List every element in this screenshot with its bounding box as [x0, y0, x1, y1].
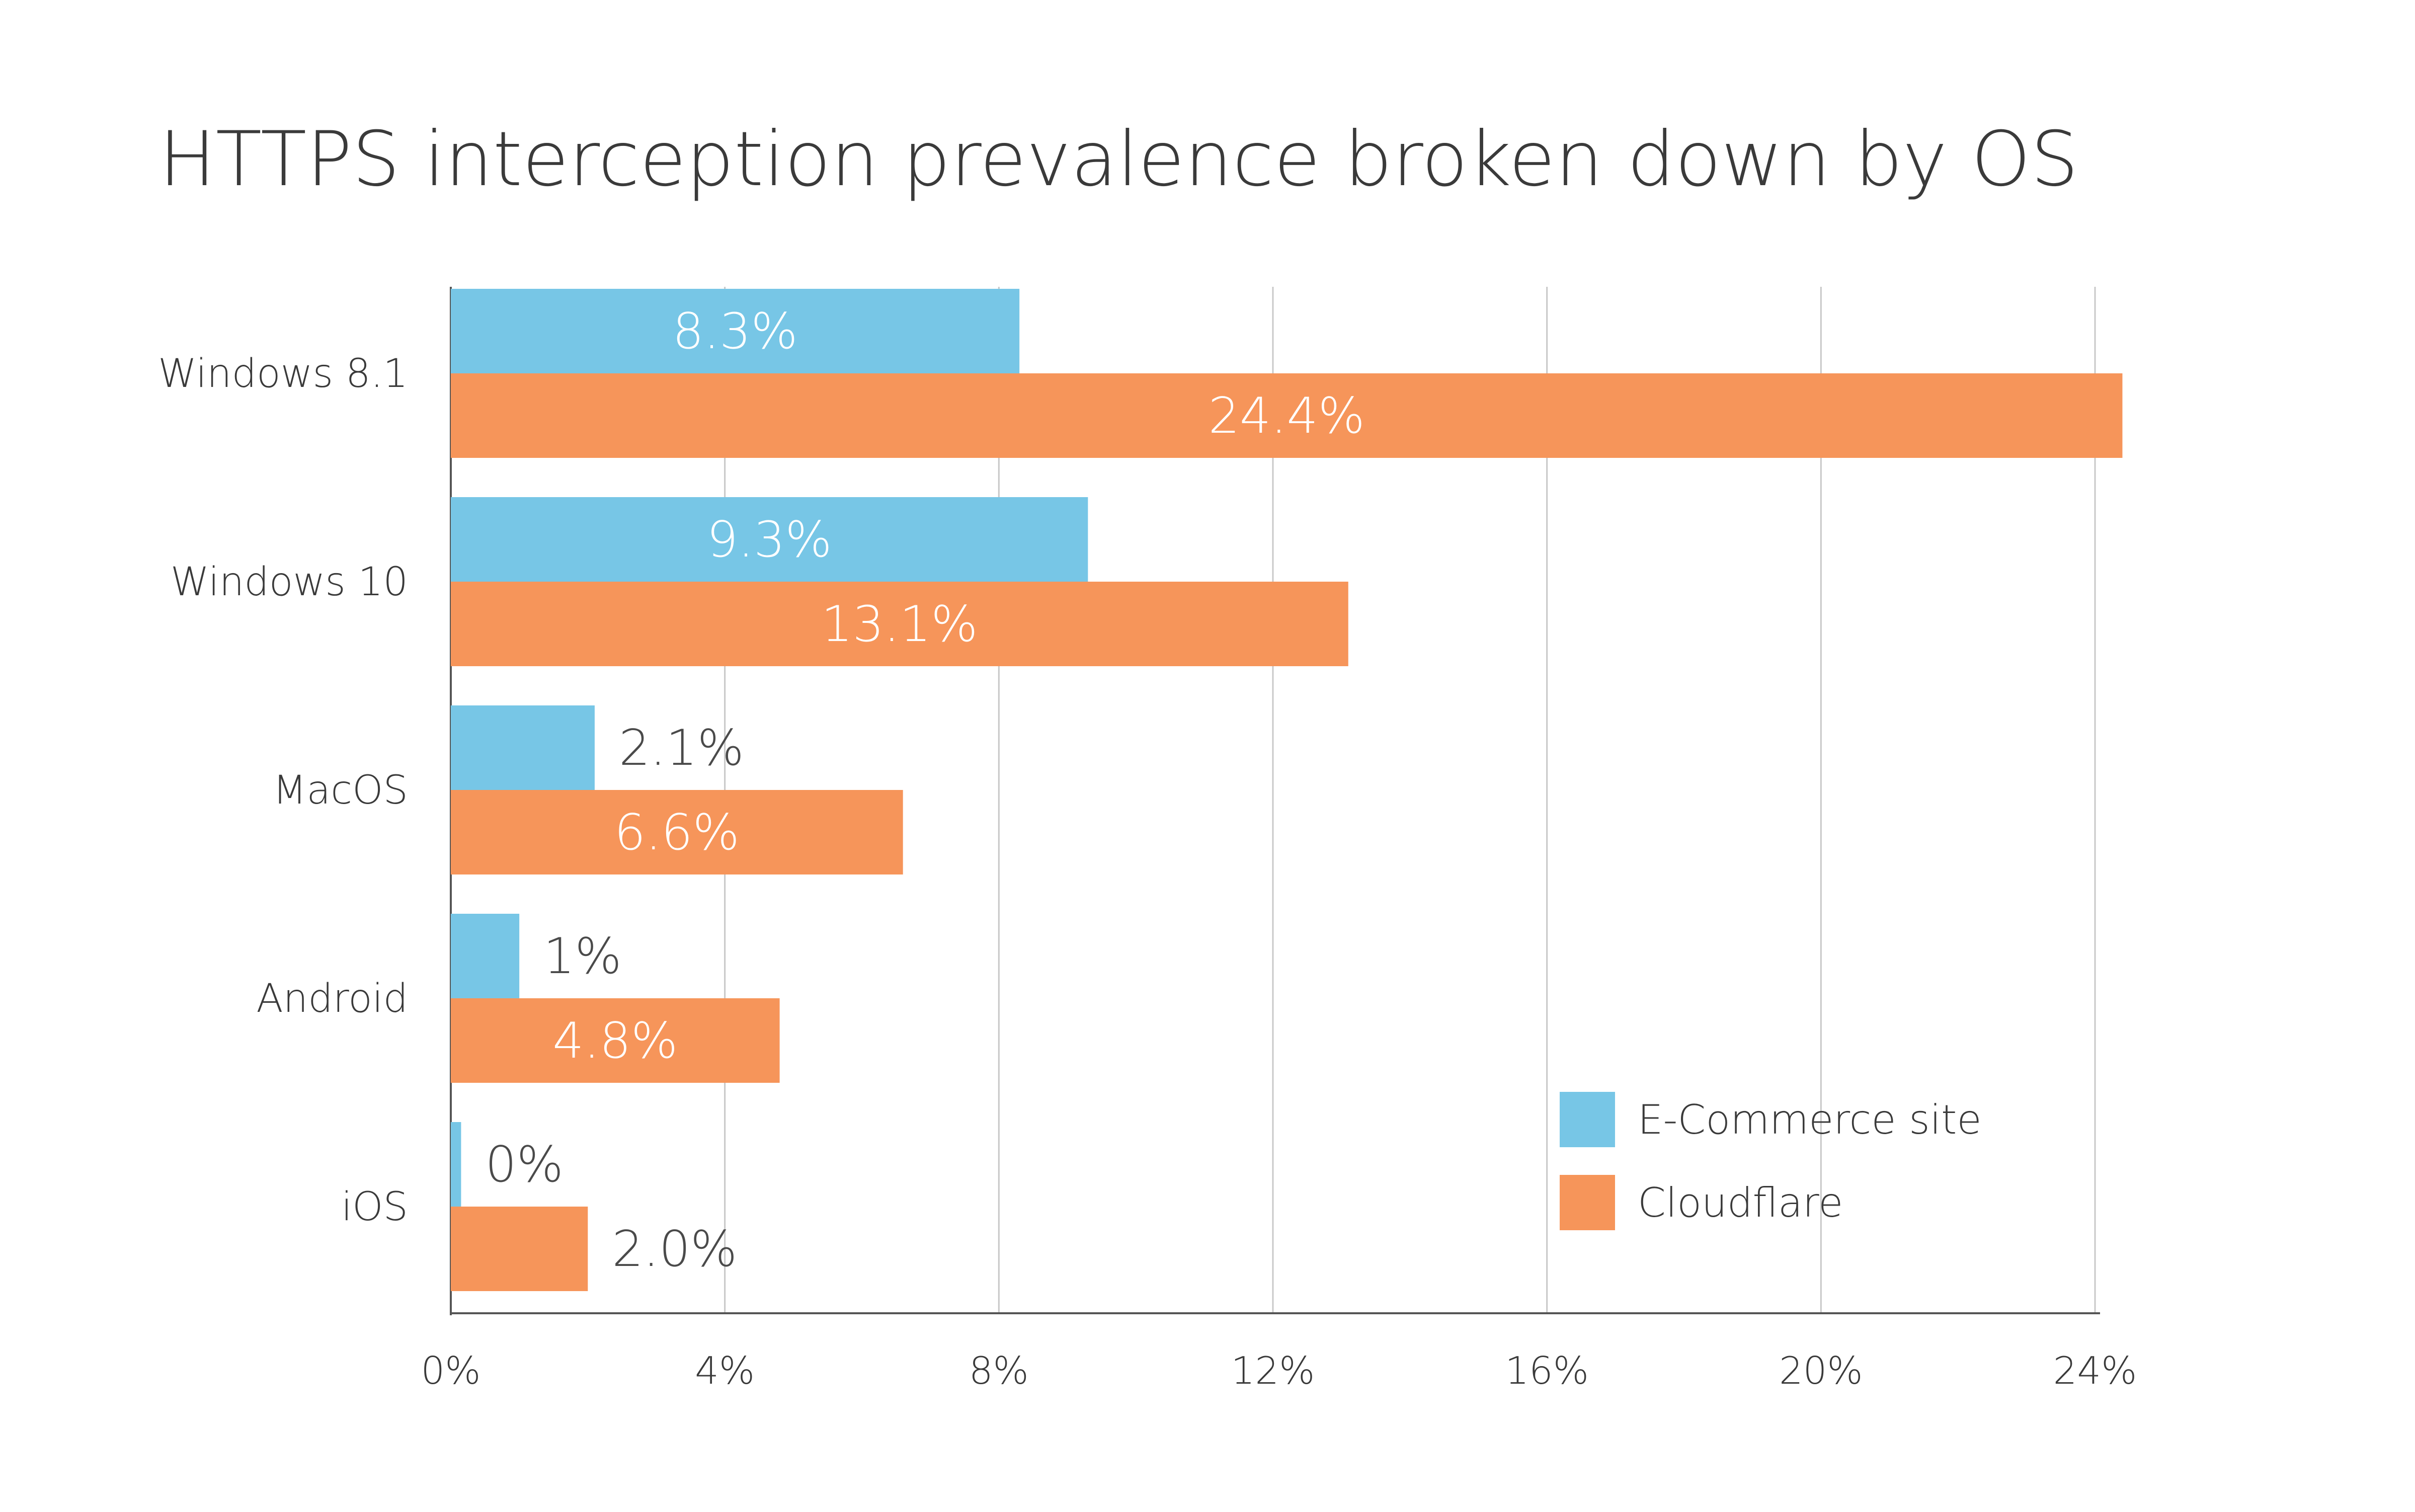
x-tick-label: 0% — [421, 1348, 481, 1393]
legend-swatch-ecommerce — [1560, 1092, 1615, 1147]
x-tick-label: 24% — [2053, 1348, 2137, 1393]
bar-cloudflare — [451, 582, 1348, 666]
data-label: 8.3% — [673, 303, 798, 360]
bar-ecommerce — [451, 705, 595, 790]
bar-cloudflare — [451, 373, 2123, 458]
category-label: Android — [256, 976, 408, 1021]
bar-cloudflare — [451, 1207, 588, 1291]
data-label: 0% — [485, 1136, 563, 1193]
bar-cloudflare — [451, 790, 903, 874]
x-tick-label: 16% — [1505, 1348, 1589, 1393]
bar-ecommerce — [451, 1122, 461, 1207]
data-label: 6.6% — [614, 804, 740, 861]
data-label: 13.1% — [821, 596, 978, 653]
data-label: 1% — [543, 928, 621, 985]
data-label: 2.1% — [619, 720, 744, 777]
x-tick-label: 20% — [1779, 1348, 1863, 1393]
bar-ecommerce — [451, 914, 520, 998]
x-tick-label: 4% — [695, 1348, 755, 1393]
chart-title: HTTPS interception prevalence broken dow… — [159, 116, 2079, 203]
data-label: 4.8% — [552, 1012, 678, 1070]
category-label: MacOS — [273, 768, 408, 813]
bar-ecommerce — [451, 289, 1020, 373]
category-label: iOS — [341, 1184, 408, 1230]
data-label: 24.4% — [1209, 387, 1365, 445]
bar-cloudflare — [451, 998, 780, 1083]
legend-label: Cloudflare — [1638, 1179, 1843, 1226]
legend-swatch-cloudflare — [1560, 1175, 1615, 1230]
x-tick-label: 8% — [969, 1348, 1029, 1393]
data-label: 2.0% — [612, 1221, 737, 1278]
bar-ecommerce — [451, 497, 1088, 582]
legend-label: E-Commerce site — [1638, 1096, 1982, 1143]
category-label: Windows 8.1 — [158, 351, 408, 396]
x-tick-label: 12% — [1231, 1348, 1315, 1393]
data-label: 9.3% — [707, 511, 832, 569]
category-label: Windows 10 — [171, 560, 408, 605]
